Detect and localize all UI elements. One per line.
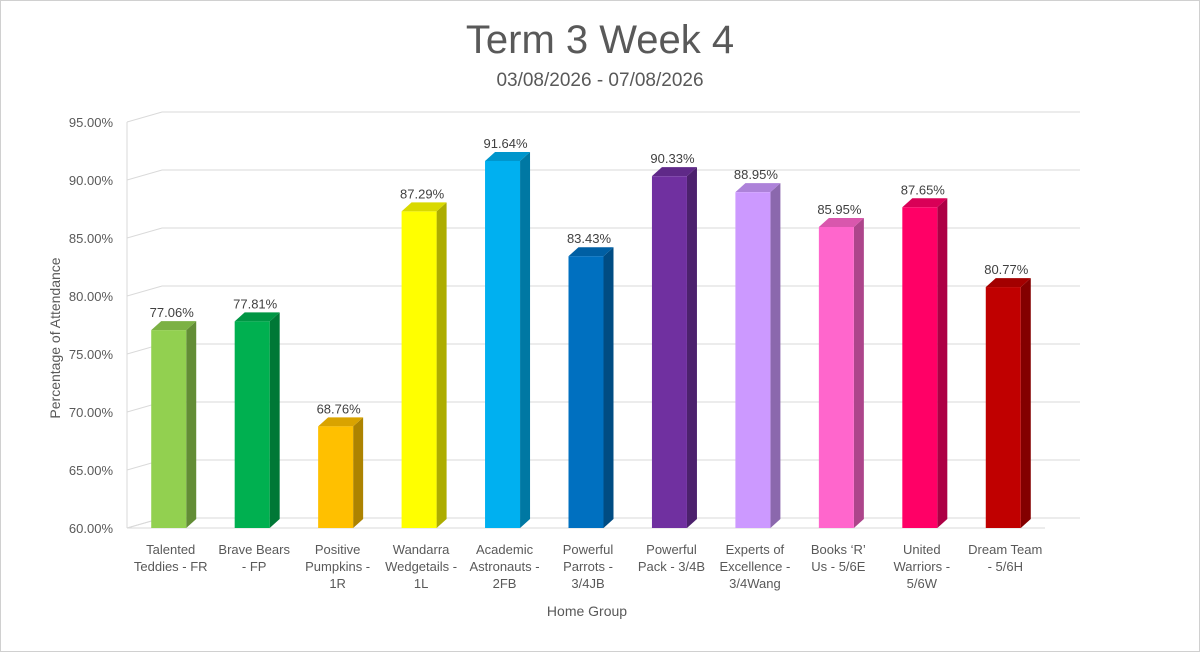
bar-top <box>568 247 614 257</box>
y-tick-label: 70.00% <box>69 405 114 420</box>
x-tick-label: 1L <box>414 576 428 591</box>
data-label: 77.81% <box>233 296 278 311</box>
x-tick-label: United <box>903 542 941 557</box>
data-label: 83.43% <box>567 231 612 246</box>
x-tick-label: Powerful <box>646 542 697 557</box>
bar-side <box>353 417 364 528</box>
bar-top <box>735 183 781 193</box>
bar-top <box>151 321 197 331</box>
chart-subtitle: 03/08/2026 - 07/08/2026 <box>496 70 704 91</box>
data-label: 68.76% <box>317 401 362 416</box>
gridline <box>126 169 1080 181</box>
x-tick-label: Parrots - <box>563 559 613 574</box>
y-tick-label: 95.00% <box>69 115 114 130</box>
x-axis-label: Home Group <box>547 603 627 619</box>
x-tick-label: Warriors - <box>894 559 951 574</box>
bar <box>651 176 687 528</box>
y-tick-label: 80.00% <box>69 289 114 304</box>
bar <box>902 207 938 528</box>
bar <box>985 287 1021 528</box>
bar-side <box>520 151 531 528</box>
data-label: 90.33% <box>650 151 695 166</box>
y-tick-label: 85.00% <box>69 231 114 246</box>
x-tick-label: Powerful <box>563 542 614 557</box>
x-tick-label: Wedgetails - <box>385 559 457 574</box>
bar-top <box>234 312 280 322</box>
chart-title: Term 3 Week 4 <box>465 18 735 62</box>
x-tick-label: Us - 5/6E <box>811 559 866 574</box>
x-tick-label: Experts of <box>726 542 785 557</box>
bar-side <box>269 312 280 528</box>
bar <box>234 321 270 528</box>
y-tick-label: 90.00% <box>69 173 114 188</box>
bar <box>735 192 771 528</box>
bar-top <box>401 202 447 212</box>
bar-side <box>853 217 864 529</box>
x-tick-label: Brave Bears <box>218 542 290 557</box>
bar-side <box>1020 278 1031 528</box>
x-tick-label: 1R <box>329 576 346 591</box>
bar-side <box>937 198 948 528</box>
bar-side <box>436 202 447 528</box>
y-axis-label: Percentage of Attendance <box>47 257 63 418</box>
bar-side <box>603 247 614 528</box>
bar-top <box>985 278 1031 288</box>
data-label: 80.77% <box>984 262 1029 277</box>
bar-side <box>186 321 197 528</box>
x-tick-label: Pack - 3/4B <box>638 559 705 574</box>
x-tick-label: Positive <box>315 542 361 557</box>
x-tick-label: - 5/6H <box>988 559 1023 574</box>
bar <box>401 211 437 528</box>
data-label: 91.64% <box>483 136 528 151</box>
data-label: 88.95% <box>734 167 779 182</box>
bar-top <box>902 198 948 208</box>
bar <box>318 426 354 528</box>
bar <box>151 330 187 528</box>
x-tick-label: Books ‘R’ <box>811 542 866 557</box>
x-tick-label: Talented <box>146 542 195 557</box>
bar-top <box>651 167 697 177</box>
x-tick-label: Astronauts - <box>469 559 539 574</box>
x-tick-label: Teddies - FR <box>134 559 208 574</box>
x-tick-label: Pumpkins - <box>305 559 370 574</box>
x-tick-label: Academic <box>476 542 534 557</box>
x-tick-label: Wandarra <box>393 542 450 557</box>
data-label: 77.06% <box>150 305 195 320</box>
x-tick-label: 2FB <box>493 576 517 591</box>
bar <box>818 226 854 529</box>
bar <box>485 160 521 528</box>
gridline <box>126 111 1080 123</box>
bar-side <box>770 183 781 528</box>
x-tick-label: Excellence - <box>720 559 791 574</box>
bar-top <box>818 217 864 227</box>
data-label: 87.29% <box>400 186 445 201</box>
data-label: 85.95% <box>817 202 862 217</box>
bar-top <box>485 151 531 161</box>
x-tick-label: - FP <box>242 559 267 574</box>
bar <box>568 256 604 528</box>
x-tick-label: 3/4JB <box>571 576 604 591</box>
x-tick-label: 3/4Wang <box>729 576 781 591</box>
bar-side <box>686 167 697 528</box>
bar-top <box>318 417 364 427</box>
x-tick-label: 5/6W <box>907 576 938 591</box>
x-tick-label: Dream Team <box>968 542 1042 557</box>
y-tick-label: 75.00% <box>69 347 114 362</box>
y-tick-label: 65.00% <box>69 463 114 478</box>
data-label: 87.65% <box>901 182 946 197</box>
y-tick-label: 60.00% <box>69 521 114 536</box>
